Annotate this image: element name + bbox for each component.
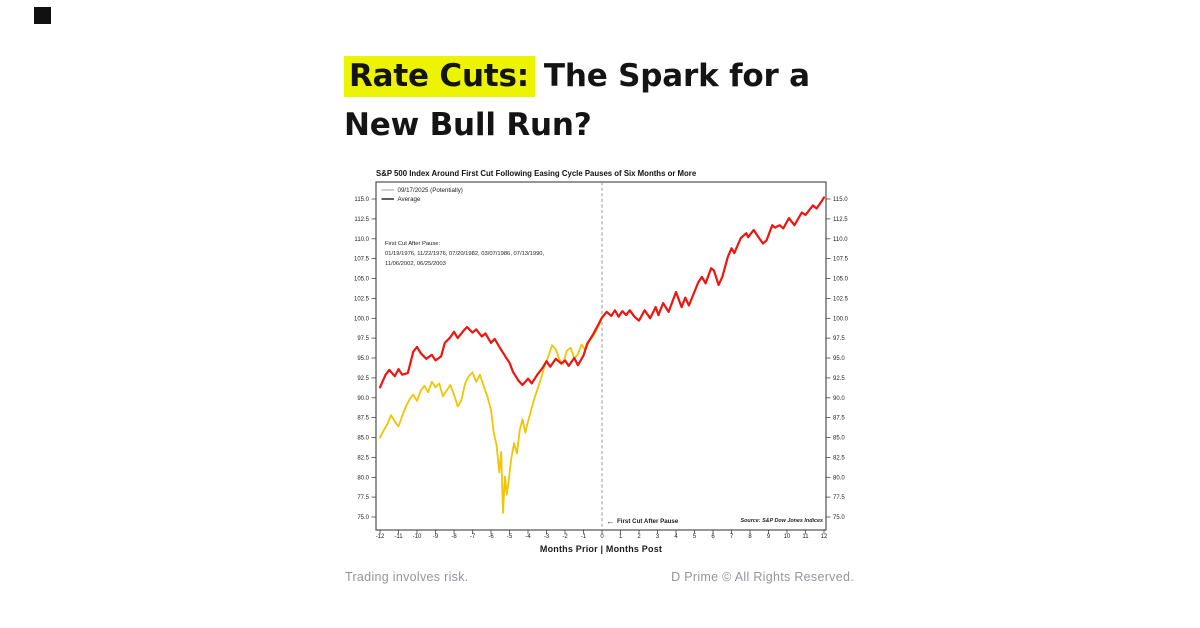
x-tick-label: 11 — [802, 534, 809, 540]
y-tick-label: 102.5 — [354, 297, 370, 303]
x-tick-label: 8 — [748, 534, 752, 540]
x-tick-label: 2 — [637, 534, 641, 540]
x-tick-label: 5 — [693, 534, 697, 540]
y-tick-label: 112.5 — [354, 217, 369, 223]
y-tick-label: 92.5 — [357, 376, 369, 382]
logo-mark — [34, 7, 51, 24]
x-tick-label: 12 — [821, 534, 828, 540]
x-tick-label: 6 — [711, 534, 715, 540]
y-tick-label: 115.0 — [354, 197, 369, 203]
y-tick-label: 82.5 — [357, 456, 369, 462]
legend-label: 09/17/2025 (Potentially) — [398, 187, 463, 194]
y-tick-label: 77.5 — [833, 495, 845, 501]
disclaimer-text: Trading involves risk. — [345, 570, 469, 584]
x-tick-label: 4 — [674, 534, 678, 540]
y-tick-label: 110.0 — [354, 237, 369, 243]
y-tick-label: 75.0 — [833, 515, 845, 521]
x-tick-label: -12 — [376, 534, 385, 540]
x-tick-label: -11 — [394, 534, 403, 540]
x-tick-label: -6 — [488, 534, 494, 540]
x-tick-label: -4 — [525, 534, 531, 540]
x-tick-label: -3 — [544, 534, 550, 540]
y-tick-label: 110.0 — [833, 237, 848, 243]
y-tick-label: 100.0 — [354, 316, 370, 322]
y-tick-label: 105.0 — [354, 277, 370, 283]
x-tick-label: 1 — [619, 534, 623, 540]
y-tick-label: 85.0 — [357, 436, 369, 442]
y-tick-label: 85.0 — [833, 436, 845, 442]
event-arrow: ← — [607, 517, 615, 526]
y-tick-label: 97.5 — [833, 336, 845, 342]
x-tick-label: 0 — [600, 534, 604, 540]
title-line2: New Bull Run? — [344, 107, 592, 143]
sp500-chart: S&P 500 Index Around First Cut Following… — [354, 169, 849, 554]
y-tick-label: 95.0 — [833, 356, 845, 362]
y-tick-label: 90.0 — [833, 396, 845, 402]
y-tick-label: 112.5 — [833, 217, 848, 223]
x-tick-label: -7 — [470, 534, 476, 540]
y-tick-label: 107.5 — [833, 257, 849, 263]
title-highlight: Rate Cuts: — [344, 56, 535, 97]
x-tick-label: 9 — [767, 534, 771, 540]
y-tick-label: 92.5 — [833, 376, 845, 382]
y-tick-label: 87.5 — [833, 416, 845, 422]
source-text: Source: S&P Dow Jones Indices — [741, 518, 823, 524]
x-tick-label: -9 — [433, 534, 439, 540]
title-rest: The Spark for a — [543, 58, 810, 94]
y-tick-label: 90.0 — [357, 396, 369, 402]
x-tick-label: -10 — [413, 534, 422, 540]
x-tick-label: 7 — [730, 534, 734, 540]
title-line1: Rate Cuts: The Spark for a — [344, 56, 810, 97]
x-tick-label: -5 — [507, 534, 513, 540]
x-tick-label: -8 — [451, 534, 457, 540]
y-tick-label: 82.5 — [833, 456, 845, 462]
legend-label: Average — [398, 196, 421, 203]
event-label: First Cut After Pause — [617, 518, 679, 525]
y-tick-label: 95.0 — [357, 356, 369, 362]
y-tick-label: 80.0 — [357, 475, 369, 481]
x-axis-title: Months Prior | Months Post — [540, 544, 662, 554]
series-line-average — [378, 196, 826, 389]
chart-title: S&P 500 Index Around First Cut Following… — [376, 169, 697, 178]
dates-annotation: 11/06/2002, 06/25/2003 — [385, 261, 446, 267]
y-tick-label: 100.0 — [833, 316, 849, 322]
y-tick-label: 75.0 — [357, 515, 369, 521]
y-tick-label: 115.0 — [833, 197, 848, 203]
series-line-2025 — [379, 313, 606, 514]
x-tick-label: 3 — [656, 534, 660, 540]
plot-border — [375, 181, 827, 531]
y-tick-label: 87.5 — [357, 416, 369, 422]
x-tick-label: -1 — [581, 534, 587, 540]
x-tick-label: 10 — [784, 534, 791, 540]
y-tick-label: 77.5 — [357, 495, 369, 501]
copyright-text: D Prime © All Rights Reserved. — [671, 570, 854, 584]
y-tick-label: 80.0 — [833, 475, 845, 481]
y-tick-label: 107.5 — [354, 257, 370, 263]
page-title: Rate Cuts: The Spark for a New Bull Run? — [344, 52, 904, 149]
dates-annotation: First Cut After Pause: — [385, 241, 440, 247]
y-tick-label: 97.5 — [357, 336, 369, 342]
x-tick-label: -2 — [562, 534, 568, 540]
y-tick-label: 105.0 — [833, 277, 849, 283]
dates-annotation: 01/19/1976, 11/22/1976, 07/20/1982, 03/0… — [385, 251, 545, 257]
y-tick-label: 102.5 — [833, 297, 849, 303]
